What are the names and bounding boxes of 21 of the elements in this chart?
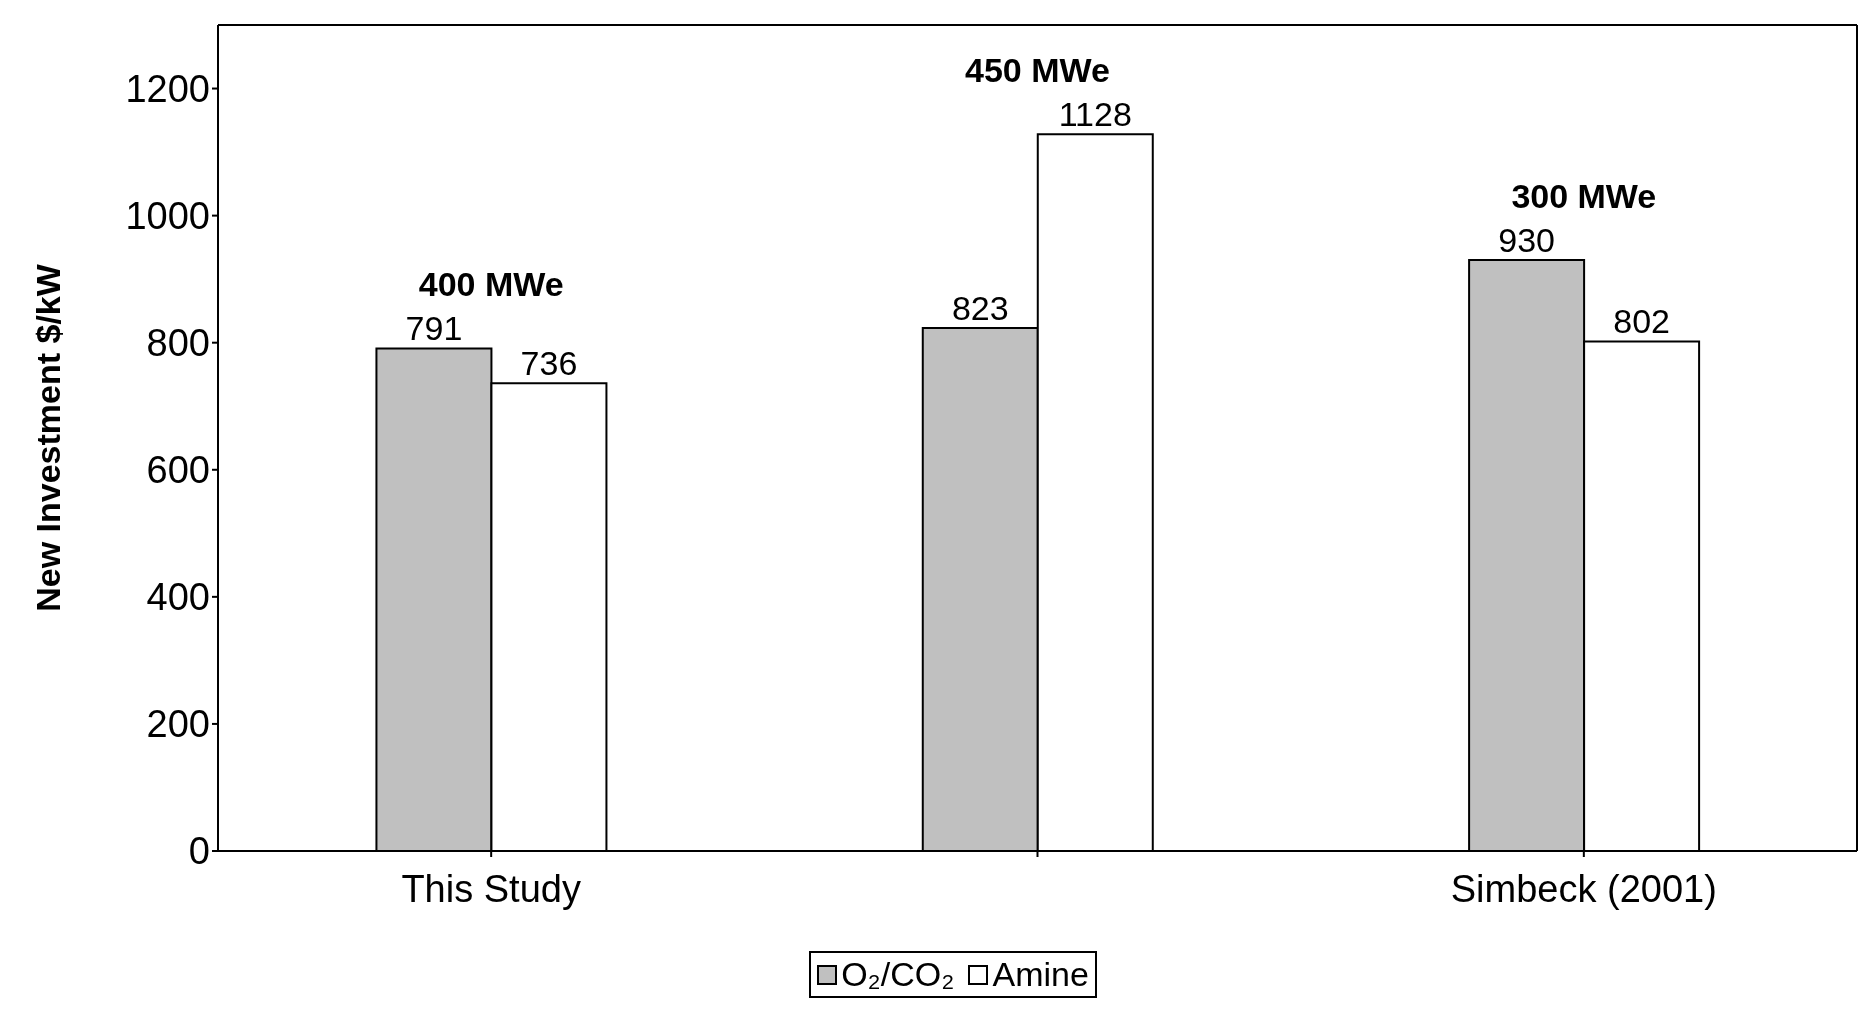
legend-label: Amine bbox=[992, 955, 1089, 994]
y-tick-label: 1200 bbox=[125, 68, 210, 111]
data-label: 736 bbox=[520, 344, 578, 383]
x-tick-label: This Study bbox=[401, 867, 581, 910]
y-tick-label: 200 bbox=[146, 703, 210, 746]
y-axis-title: New Investment $/kW bbox=[29, 263, 68, 612]
data-label: 930 bbox=[1498, 221, 1555, 260]
y-tick-label: 800 bbox=[146, 322, 210, 365]
x-tick-label: Simbeck (2001) bbox=[1450, 867, 1717, 910]
annotation: 450 MWe bbox=[965, 51, 1110, 90]
legend-label: O₂/CO₂ bbox=[841, 955, 955, 994]
data-label: 1128 bbox=[1058, 95, 1132, 134]
data-label: 791 bbox=[405, 309, 463, 348]
data-label: 823 bbox=[951, 289, 1009, 328]
y-tick-label: 600 bbox=[146, 449, 210, 492]
y-tick-label: 0 bbox=[188, 830, 210, 873]
y-tick-label: 1000 bbox=[125, 195, 210, 238]
data-label: 802 bbox=[1613, 302, 1670, 341]
y-tick-label: 400 bbox=[146, 576, 210, 619]
annotation: 400 MWe bbox=[418, 265, 564, 304]
annotation: 300 MWe bbox=[1511, 177, 1657, 216]
